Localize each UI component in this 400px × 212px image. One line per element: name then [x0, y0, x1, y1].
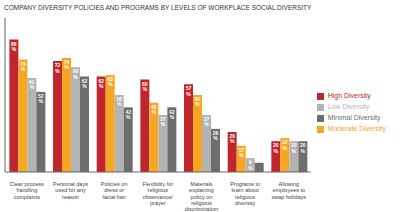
svg-text:50%: 50% [195, 96, 201, 107]
html-text:Moderate Diversity: Moderate Diversity [327, 125, 386, 132]
svg-text:20%: 20% [300, 142, 306, 153]
html-text:Minimal Diversity: Minimal Diversity [327, 114, 381, 121]
svg-text:62%: 62% [98, 78, 104, 89]
svg-text:Materialsexplainingpolicy onre: Materialsexplainingpolicy onreligiousdis… [185, 181, 219, 212]
svg-text:68%: 68% [73, 68, 79, 79]
svg-text:20%: 20% [291, 142, 297, 153]
svg-text:28%: 28% [213, 130, 219, 141]
svg-text:9%: 9% [248, 159, 253, 170]
svg-text:Allowingemployees toswap holid: Allowingemployees toswap holidays [272, 181, 307, 200]
svg-text:73%: 73% [20, 61, 26, 72]
svg-text:22%: 22% [282, 139, 288, 150]
svg-text:50%: 50% [116, 96, 122, 107]
svg-text:74%: 74% [64, 59, 70, 70]
svg-text:61%: 61% [29, 79, 35, 90]
svg-text:62%: 62% [82, 78, 88, 89]
svg-text:Clear processhandlingcomplaint: Clear processhandlingcomplaints [10, 181, 44, 200]
svg-text:Programs tolearn aboutreligiou: Programs tolearn aboutreligiousdiversity [230, 181, 260, 206]
svg-text:72%: 72% [55, 62, 61, 73]
svg-text:37%: 37% [160, 116, 166, 127]
svg-text:37%: 37% [204, 116, 210, 127]
svg-text:42%: 42% [169, 109, 175, 120]
svg-text:Policies ondress orfacial hair: Policies ondress orfacial hair [101, 181, 128, 200]
svg-text:20%: 20% [273, 142, 279, 153]
html-text:High Diversity: High Diversity [327, 92, 371, 99]
svg-text:17%: 17% [238, 147, 244, 158]
svg-text:63%: 63% [107, 76, 113, 87]
svg-text:45%: 45% [151, 104, 157, 115]
svg-text:42%: 42% [125, 109, 131, 120]
html-text:Low Diversity: Low Diversity [327, 103, 370, 110]
svg-text:60%: 60% [142, 81, 148, 92]
svg-text:Flexibility forreligiousobserv: Flexibility forreligiousobservance/praye… [143, 181, 174, 206]
svg-text:86%: 86% [11, 41, 17, 52]
svg-text:26%: 26% [229, 133, 235, 144]
html-text:COMPANY DIVERSITY POLICIES AND: COMPANY DIVERSITY POLICIES AND PROGRAMS … [4, 4, 312, 11]
svg-text:Personal daysused for anyreaso: Personal daysused for anyreason [53, 181, 88, 200]
svg-text:57%: 57% [186, 85, 192, 96]
svg-text:52%: 52% [38, 93, 44, 104]
